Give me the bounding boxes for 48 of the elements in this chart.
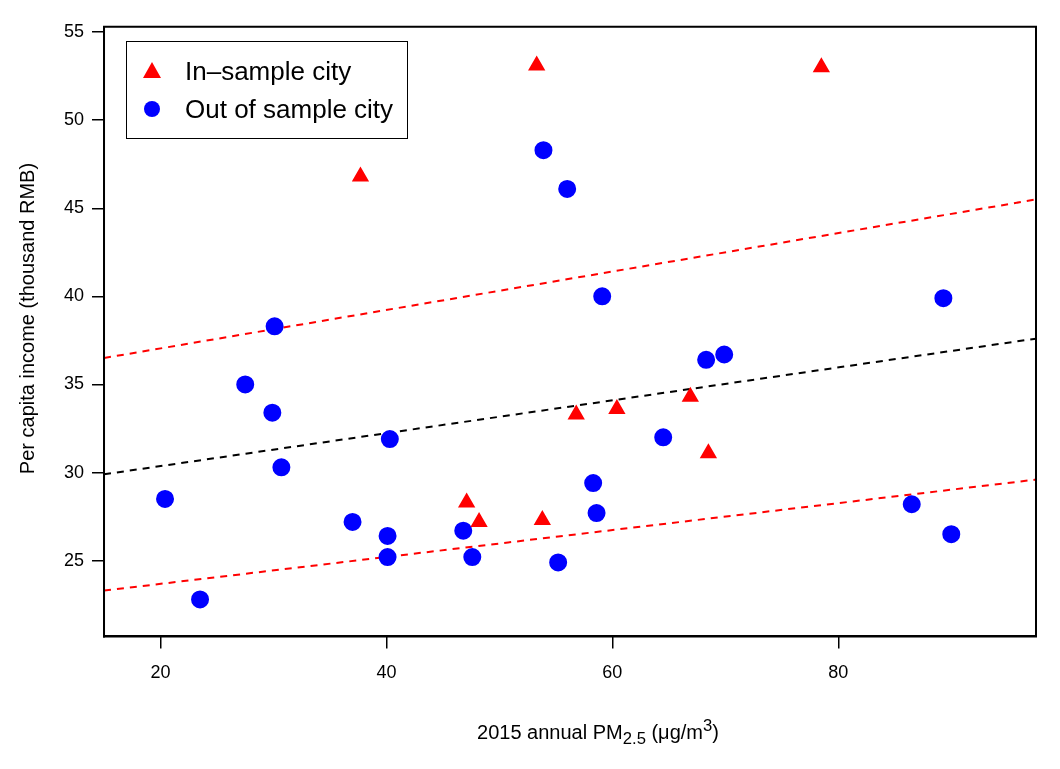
- x-tick-label: 20: [150, 662, 171, 683]
- y-tick-label: 40: [63, 285, 85, 306]
- point: [584, 474, 603, 493]
- point: [343, 512, 362, 531]
- point: [587, 504, 606, 523]
- point: [156, 489, 175, 508]
- point: [715, 345, 734, 364]
- y-axis-title: Per capita income (thousand RMB): [16, 162, 40, 474]
- x-tick-label: 60: [602, 662, 623, 683]
- y-tick-label: 25: [63, 549, 85, 570]
- point: [352, 167, 369, 182]
- point: [549, 553, 568, 572]
- point: [534, 511, 551, 526]
- legend-label: Out of sample city: [185, 92, 394, 126]
- point: [697, 350, 716, 369]
- point: [813, 58, 830, 73]
- point: [700, 444, 717, 459]
- point: [902, 495, 921, 514]
- point: [528, 56, 545, 71]
- point: [608, 400, 625, 415]
- point: [568, 405, 585, 420]
- x-tick-label: 80: [828, 662, 849, 683]
- y-tick-label: 55: [63, 21, 85, 42]
- point: [463, 548, 482, 567]
- point: [593, 287, 612, 306]
- x-axis-title: 2015 annual PM$_{2.5}$ (μg/m$^{3}$): [476, 716, 720, 749]
- point: [458, 493, 475, 508]
- point: [654, 428, 673, 447]
- legend-label: In–sample city: [185, 54, 352, 88]
- point: [380, 430, 399, 449]
- x-tick-label: 40: [376, 662, 397, 683]
- point: [454, 521, 473, 540]
- y-tick-label: 50: [63, 109, 85, 130]
- point: [534, 141, 553, 160]
- point: [263, 403, 282, 422]
- point: [378, 548, 397, 567]
- point: [265, 317, 284, 336]
- point: [378, 526, 397, 545]
- point: [236, 375, 255, 394]
- y-tick-label: 35: [63, 373, 85, 394]
- point: [272, 458, 291, 477]
- point: [942, 525, 961, 544]
- point: [191, 590, 210, 609]
- point: [682, 387, 699, 402]
- y-tick-label: 45: [63, 197, 85, 218]
- point: [934, 289, 953, 308]
- point: [558, 179, 577, 198]
- y-tick-label: 30: [63, 461, 85, 482]
